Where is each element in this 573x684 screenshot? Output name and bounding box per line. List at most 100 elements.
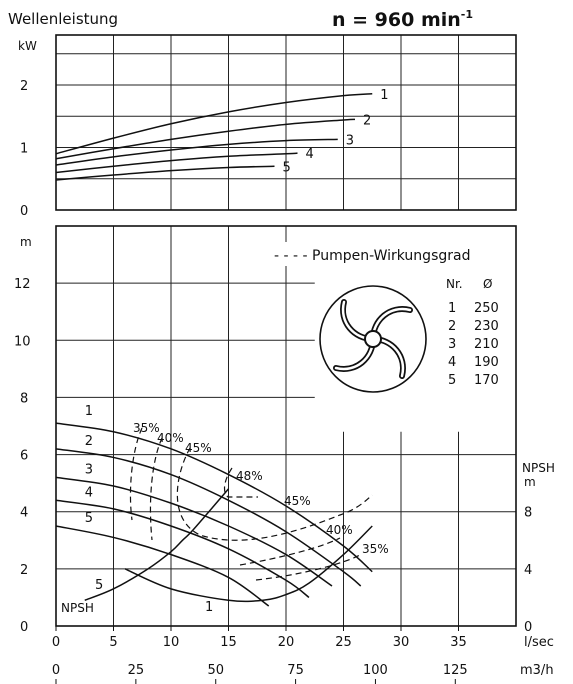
head-ytick-label: 12 xyxy=(14,277,31,292)
impeller-icon xyxy=(319,285,427,393)
npsh-ytick-label: 4 xyxy=(524,563,532,578)
power-ytick-label: 2 xyxy=(20,79,28,94)
power-grid xyxy=(56,35,516,210)
power-curves: 123 45 xyxy=(55,88,389,181)
head-ylabel: m xyxy=(20,235,32,249)
head-curve-label-3: 3 xyxy=(85,462,93,477)
eff-line-48 xyxy=(223,467,258,498)
power-curve-label-4: 4 xyxy=(306,147,314,162)
npsh-ytick-label: 8 xyxy=(524,506,532,521)
legend-head-nr: Nr. xyxy=(446,277,463,291)
chart-title: Wellenleistung xyxy=(8,10,118,28)
power-frame xyxy=(55,34,517,211)
x-axis-m3h-tick-label: 75 xyxy=(287,663,304,678)
head-ytick-label: 4 xyxy=(20,506,28,521)
x-axis-lsec-tick-label: 25 xyxy=(335,635,352,650)
head-curve-5 xyxy=(55,525,270,607)
power-curve-label-2: 2 xyxy=(363,113,371,128)
eff-label-45-left: 45% xyxy=(185,441,212,455)
eff-label-45-right: 45% xyxy=(284,494,311,508)
x-axis-m3h-tick-label: 25 xyxy=(128,663,145,678)
head-curve-2 xyxy=(55,448,362,587)
power-curve-1 xyxy=(55,93,373,155)
x-axis-lsec-tick-label: 5 xyxy=(109,635,117,650)
x-axis-lsec-tick-label: 30 xyxy=(393,635,410,650)
head-curve-1 xyxy=(55,422,373,573)
legend-row-nr: 5 xyxy=(448,373,456,388)
x-axis-lsec-tick-label: 0 xyxy=(52,635,60,650)
legend-row-dia: 210 xyxy=(474,337,499,352)
head-curve-3 xyxy=(55,476,333,587)
power-curve-label-3: 3 xyxy=(346,133,354,148)
head-ytick-label: 10 xyxy=(14,334,31,349)
legend-row-dia: 190 xyxy=(474,355,499,370)
speed-label: n = 960 min-1 xyxy=(332,8,473,31)
npsh-axis-unit: m xyxy=(524,475,536,489)
eff-label-35-right: 35% xyxy=(362,542,389,556)
x-axis-lsec: 0 5 10 15 20 25 30 35 xyxy=(52,626,467,650)
head-ytick-label: 6 xyxy=(20,449,28,464)
head-ytick-label: 8 xyxy=(20,391,28,406)
eff-label-40-right: 40% xyxy=(326,523,353,537)
head-grid xyxy=(56,226,516,626)
legend-row-nr: 3 xyxy=(448,337,456,352)
eff-line-40-right xyxy=(239,537,341,566)
power-curve-5 xyxy=(55,165,275,181)
eff-line-40-left xyxy=(149,437,163,541)
legend-row-nr: 2 xyxy=(448,319,456,334)
head-ytick-label: 2 xyxy=(20,563,28,578)
power-ylabel: kW xyxy=(18,39,37,53)
power-curve-label-5: 5 xyxy=(283,160,291,175)
npsh-curve-label-5: 5 xyxy=(95,578,103,593)
legend-row-dia: 230 xyxy=(474,319,499,334)
eff-label-48: 48% xyxy=(236,469,263,483)
head-yticks: 0 2 4 6 8 10 12 xyxy=(14,277,31,635)
legend: - - - - Pumpen-Wirkungsgrad Nr. Ø 1 250 2 2… xyxy=(272,242,510,396)
head-ytick-label: 0 xyxy=(20,620,28,635)
npsh-yticks: 0 4 8 xyxy=(524,506,532,635)
npsh-axis-label: NPSH xyxy=(522,461,555,475)
x-axis-m3h-tick-label: 50 xyxy=(207,663,224,678)
x-axis-m3h-tick-label: 125 xyxy=(443,663,468,678)
x-axis-m3h-tick-label: 100 xyxy=(363,663,388,678)
head-curve-label-1: 1 xyxy=(85,404,93,419)
eff-label-35-left: 35% xyxy=(133,421,160,435)
head-curves: 1 2 3 4 5 xyxy=(55,404,373,607)
npsh-ytick-label: 0 xyxy=(524,620,532,635)
legend-head-dia: Ø xyxy=(483,277,492,291)
x-axis-lsec-tick-label: 20 xyxy=(278,635,295,650)
power-curve-2 xyxy=(55,118,356,160)
legend-row-dia: 170 xyxy=(474,373,499,388)
power-curve-label-1: 1 xyxy=(380,88,388,103)
power-curve-3 xyxy=(55,138,338,166)
power-curve-4 xyxy=(55,152,298,174)
head-curve-label-5: 5 xyxy=(85,511,93,526)
npsh-curve-1 xyxy=(124,525,373,603)
power-ytick-label: 1 xyxy=(20,142,28,157)
npsh-curve-0 xyxy=(84,488,230,601)
legend-row-nr: 4 xyxy=(448,355,456,370)
head-curve-4 xyxy=(55,499,310,599)
npsh-curve-label-1: 1 xyxy=(205,600,213,615)
x-axis-m3h-label: m3/h xyxy=(520,663,554,678)
head-curve-label-2: 2 xyxy=(85,434,93,449)
eff-label-40-left: 40% xyxy=(157,431,184,445)
x-axis-lsec-tick-label: 35 xyxy=(450,635,467,650)
eff-line-35-right xyxy=(255,554,361,581)
legend-title: - - - - Pumpen-Wirkungsgrad xyxy=(274,248,470,264)
x-axis-m3h-tick-label: 0 xyxy=(52,663,60,678)
power-ytick-label: 0 xyxy=(20,204,28,219)
x-axis-lsec-tick-label: 15 xyxy=(220,635,237,650)
legend-rows: 1 250 2 230 3 210 4 190 5 170 xyxy=(448,301,499,388)
efficiency-lines: 35% 40% 45% 48% 45% 40% 35% xyxy=(129,421,389,581)
eff-line-35-left xyxy=(129,427,143,521)
power-yticks: 0 1 2 xyxy=(20,79,28,219)
x-axis-m3h: 0 25 50 75 100 125 xyxy=(52,663,468,684)
npsh-curve-label: NPSH xyxy=(61,601,94,615)
legend-row-dia: 250 xyxy=(474,301,499,316)
x-axis-lsec-tick-label: 10 xyxy=(163,635,180,650)
